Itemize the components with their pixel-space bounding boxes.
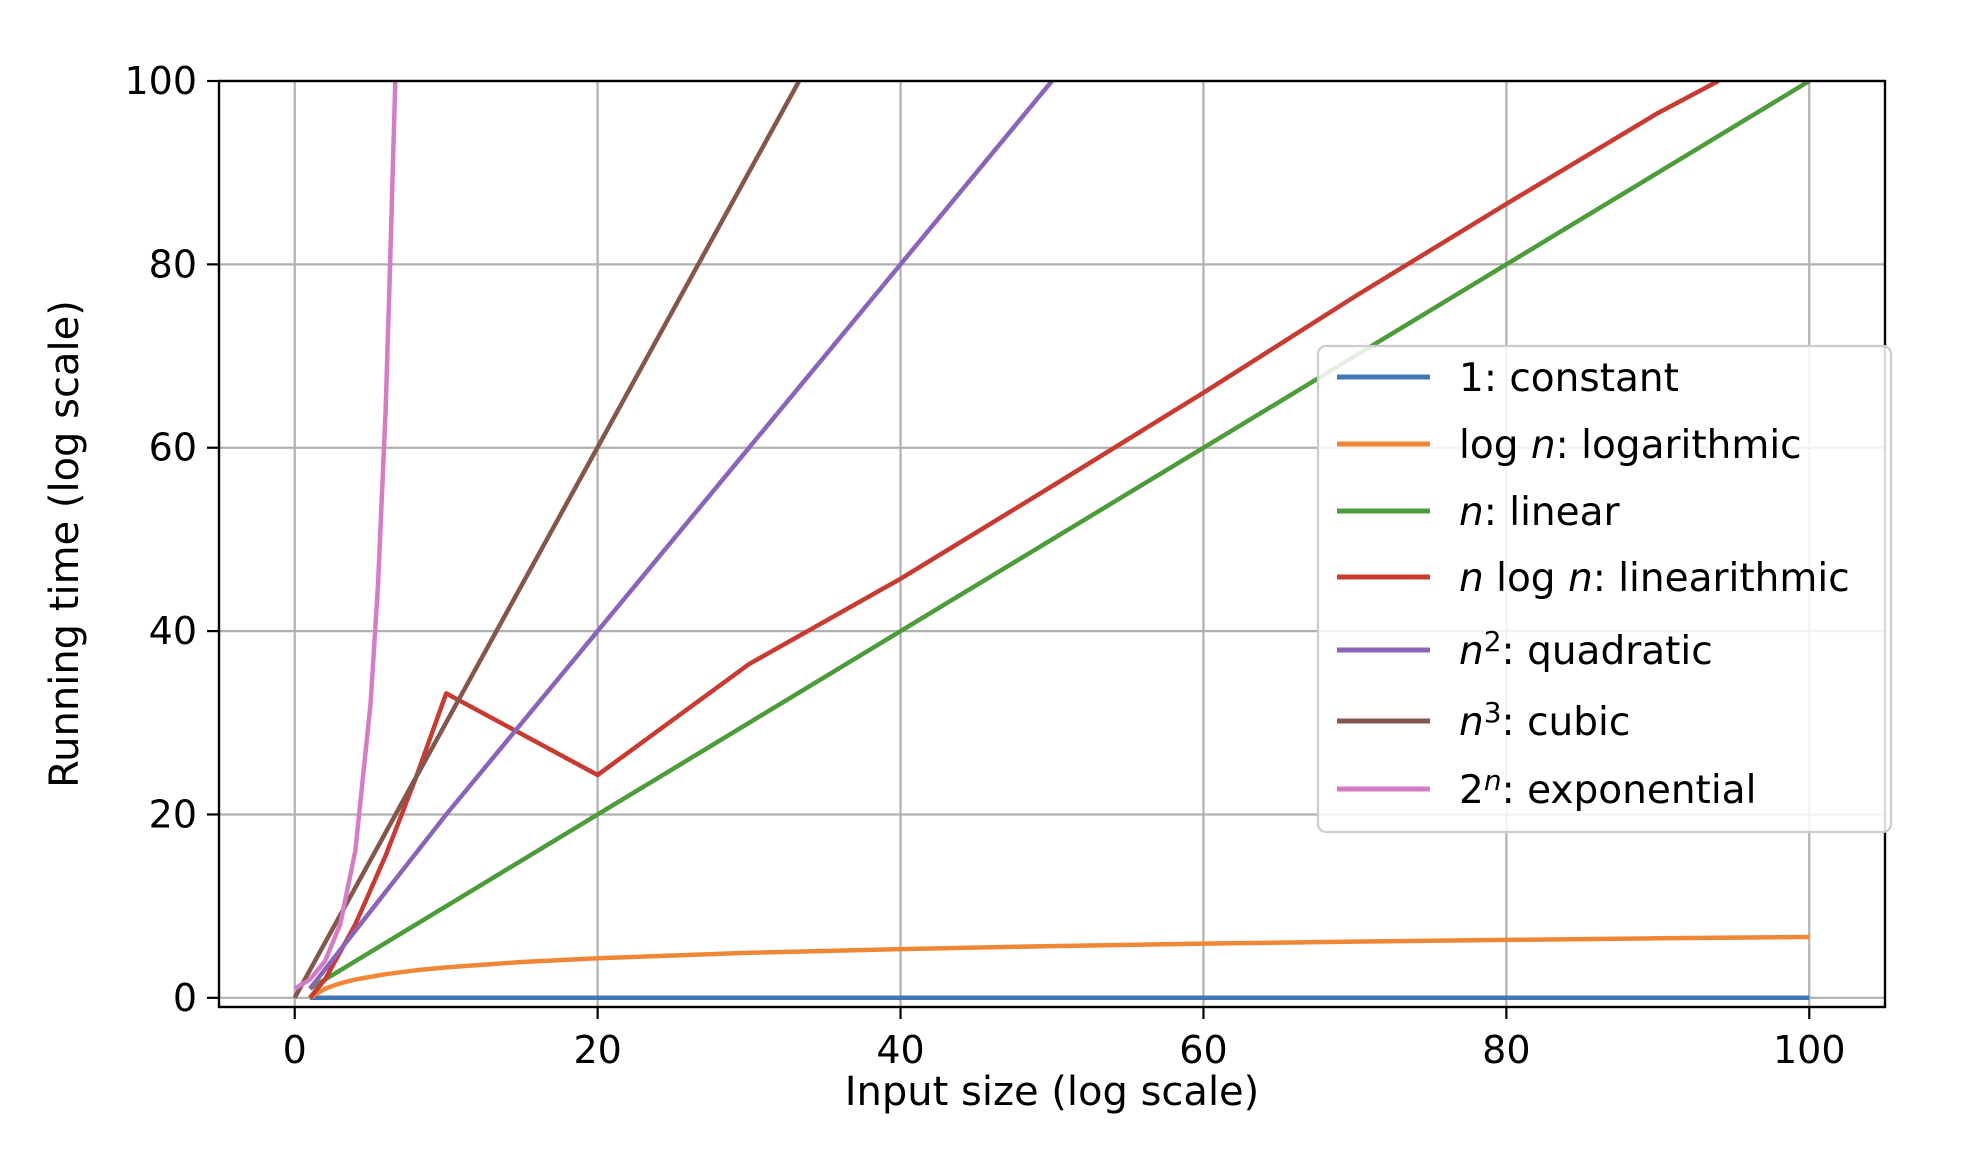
axis-ticks: 0 20 40 60 80 100 0 20 40 60 80 100 [124, 59, 1845, 1072]
y-tick-label: 80 [149, 242, 197, 286]
x-tick-label: 60 [1179, 1028, 1227, 1072]
legend-label: n3: cubic [1459, 696, 1630, 745]
legend-label: 2n: exponential [1459, 764, 1756, 813]
legend-label: n2: quadratic [1459, 625, 1713, 674]
y-axis-label: Running time (log scale) [42, 300, 88, 788]
legend-label: 1: constant [1459, 356, 1679, 401]
x-tick-label: 80 [1482, 1028, 1530, 1072]
y-tick-label: 60 [149, 426, 197, 470]
y-tick-label: 100 [124, 59, 197, 103]
series-line-3 [308, 81, 1720, 1000]
series-line-5 [292, 81, 802, 999]
y-tick-label: 40 [149, 609, 197, 653]
x-tick-label: 40 [876, 1028, 924, 1072]
series-line-2 [308, 81, 1811, 991]
legend: 1: constant log n: logarithmic n: linear n … [1316, 344, 1893, 834]
series-line-4 [308, 81, 1054, 991]
plot-lines [292, 81, 1811, 1001]
legend-box [1316, 344, 1893, 834]
y-tick-label: 0 [173, 976, 197, 1020]
x-tick-label: 100 [1773, 1028, 1846, 1072]
x-axis-label: Input size (log scale) [845, 1069, 1260, 1115]
series-line-6 [293, 81, 398, 991]
x-tick-label: 0 [283, 1028, 307, 1072]
x-tick-label: 20 [573, 1028, 621, 1072]
legend-label: log n: logarithmic [1459, 423, 1802, 468]
legend-label: n: linear [1459, 490, 1621, 535]
series-line-1 [308, 934, 1810, 1000]
legend-label: n log n: linearithmic [1459, 556, 1850, 601]
y-tick-label: 20 [149, 792, 197, 836]
